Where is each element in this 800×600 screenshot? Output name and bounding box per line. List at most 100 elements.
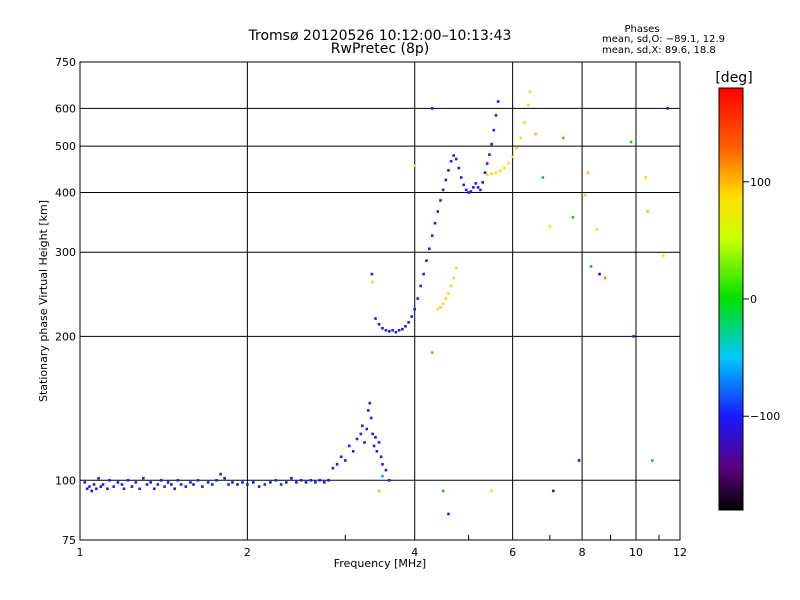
data-point bbox=[231, 481, 234, 484]
data-point bbox=[201, 485, 204, 488]
data-point bbox=[433, 221, 437, 225]
data-point bbox=[314, 481, 317, 484]
data-point bbox=[219, 472, 222, 476]
x-axis-label: Frequency [MHz] bbox=[334, 557, 426, 570]
data-point bbox=[279, 483, 283, 486]
data-point bbox=[83, 481, 87, 484]
data-point bbox=[488, 153, 491, 156]
data-point bbox=[447, 169, 450, 172]
chart-subtitle: RwPretec (8p) bbox=[331, 41, 429, 57]
data-point bbox=[439, 199, 442, 202]
data-point bbox=[176, 478, 180, 482]
data-point bbox=[309, 478, 313, 482]
data-point bbox=[108, 478, 111, 482]
data-point bbox=[304, 481, 308, 484]
data-point bbox=[511, 155, 514, 159]
data-point bbox=[149, 481, 152, 484]
data-point bbox=[381, 474, 384, 478]
colorbar-label: [deg] bbox=[715, 70, 752, 86]
data-point bbox=[528, 90, 532, 94]
data-point bbox=[452, 154, 455, 157]
data-point bbox=[116, 481, 120, 484]
data-point bbox=[447, 512, 450, 516]
data-point bbox=[184, 485, 188, 488]
x-tick-label: 8 bbox=[579, 546, 586, 559]
data-point bbox=[339, 455, 343, 459]
data-point bbox=[534, 132, 537, 136]
data-point bbox=[269, 481, 272, 484]
y-tick-label: 600 bbox=[55, 102, 76, 115]
y-tick-label: 400 bbox=[55, 186, 76, 199]
data-point bbox=[156, 483, 160, 486]
data-point bbox=[603, 276, 607, 280]
data-point bbox=[646, 210, 650, 213]
data-point bbox=[246, 483, 249, 486]
data-point bbox=[490, 172, 493, 175]
data-point bbox=[444, 178, 448, 182]
data-point bbox=[632, 335, 635, 338]
data-point bbox=[419, 284, 422, 288]
data-point bbox=[90, 489, 94, 493]
data-point bbox=[85, 487, 89, 491]
data-point bbox=[101, 483, 105, 486]
data-point bbox=[381, 463, 384, 466]
data-point bbox=[363, 441, 366, 444]
data-point bbox=[126, 478, 130, 482]
data-point bbox=[285, 481, 288, 484]
colorbar-ticks: 100 0 −100 bbox=[743, 176, 780, 423]
colorbar-tick-label: 100 bbox=[750, 176, 771, 189]
data-point bbox=[122, 487, 126, 491]
phases-o-mode: mean, sd,O: −89.1, 12.9 bbox=[602, 34, 725, 45]
data-points bbox=[83, 90, 669, 516]
data-point bbox=[374, 436, 377, 439]
data-point bbox=[290, 476, 293, 480]
data-point bbox=[467, 191, 470, 194]
data-point bbox=[459, 176, 463, 179]
data-point bbox=[515, 146, 518, 150]
data-point bbox=[666, 107, 669, 110]
data-point bbox=[397, 328, 401, 332]
data-point bbox=[170, 483, 173, 486]
x-tick-label: 1 bbox=[77, 546, 84, 559]
data-point bbox=[430, 107, 434, 110]
data-point bbox=[485, 173, 489, 176]
data-point bbox=[130, 485, 134, 488]
data-point bbox=[365, 427, 369, 431]
data-point bbox=[589, 265, 593, 268]
data-point bbox=[494, 171, 498, 175]
data-point bbox=[479, 188, 482, 192]
data-point bbox=[551, 489, 555, 493]
data-point bbox=[586, 171, 590, 175]
data-point bbox=[454, 266, 458, 270]
data-point bbox=[441, 302, 445, 306]
data-point bbox=[519, 136, 522, 140]
data-point bbox=[394, 330, 398, 334]
data-point bbox=[370, 272, 374, 276]
data-point bbox=[387, 329, 391, 333]
data-point bbox=[112, 485, 116, 488]
data-point bbox=[163, 485, 166, 488]
colorbar-tick-label: 0 bbox=[750, 293, 757, 306]
data-point bbox=[295, 481, 298, 484]
data-point bbox=[496, 100, 500, 103]
phases-x-mode: mean, sd,X: 89.6, 18.8 bbox=[602, 45, 716, 56]
data-point bbox=[384, 468, 388, 472]
data-point bbox=[227, 483, 230, 486]
data-point bbox=[474, 182, 478, 185]
y-axis-ticks: 75 100 200 300 400 500 600 750 bbox=[55, 56, 76, 547]
data-point bbox=[462, 183, 466, 187]
data-point bbox=[327, 478, 330, 482]
data-point bbox=[548, 224, 552, 228]
data-point bbox=[223, 476, 226, 480]
x-tick-label: 2 bbox=[244, 546, 251, 559]
data-point bbox=[371, 280, 374, 284]
data-point bbox=[138, 487, 141, 491]
data-point bbox=[361, 424, 364, 428]
data-point bbox=[351, 449, 355, 453]
data-point bbox=[498, 169, 502, 173]
data-point bbox=[377, 322, 381, 326]
data-point bbox=[644, 176, 647, 179]
y-axis-label: Stationary phase Virtual Height [km] bbox=[37, 200, 50, 402]
data-point bbox=[436, 307, 440, 311]
data-point bbox=[526, 103, 530, 107]
